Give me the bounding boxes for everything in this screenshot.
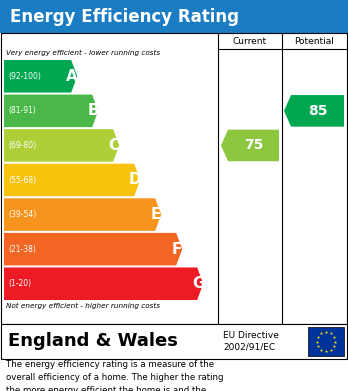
Text: Very energy efficient - lower running costs: Very energy efficient - lower running co… xyxy=(6,50,160,56)
Text: C: C xyxy=(109,138,120,153)
Text: G: G xyxy=(192,276,205,291)
Text: England & Wales: England & Wales xyxy=(8,332,178,350)
Text: The energy efficiency rating is a measure of the
overall efficiency of a home. T: The energy efficiency rating is a measur… xyxy=(6,360,223,391)
Polygon shape xyxy=(4,198,161,231)
Polygon shape xyxy=(221,130,279,161)
Text: A: A xyxy=(66,69,78,84)
Text: D: D xyxy=(129,172,142,188)
Text: Potential: Potential xyxy=(294,36,334,45)
Polygon shape xyxy=(4,95,98,127)
Polygon shape xyxy=(4,60,77,93)
Text: F: F xyxy=(172,242,182,256)
Bar xyxy=(0,0,348,33)
Text: Energy Efficiency Rating: Energy Efficiency Rating xyxy=(10,7,239,25)
Polygon shape xyxy=(4,267,203,300)
Text: (39-54): (39-54) xyxy=(8,210,36,219)
Polygon shape xyxy=(4,164,140,196)
Text: B: B xyxy=(87,103,99,118)
Bar xyxy=(1,33,347,324)
Text: 75: 75 xyxy=(244,138,263,152)
Text: (55-68): (55-68) xyxy=(8,176,36,185)
Text: (1-20): (1-20) xyxy=(8,279,31,288)
Text: (21-38): (21-38) xyxy=(8,245,36,254)
Polygon shape xyxy=(284,95,344,127)
Polygon shape xyxy=(4,233,182,265)
Polygon shape xyxy=(4,129,119,162)
Text: (92-100): (92-100) xyxy=(8,72,41,81)
Text: (81-91): (81-91) xyxy=(8,106,36,115)
Text: E: E xyxy=(151,207,161,222)
Text: (69-80): (69-80) xyxy=(8,141,36,150)
Text: 85: 85 xyxy=(308,104,327,118)
Text: Not energy efficient - higher running costs: Not energy efficient - higher running co… xyxy=(6,303,160,309)
Bar xyxy=(308,327,344,356)
Text: Current: Current xyxy=(233,36,267,45)
Text: EU Directive
2002/91/EC: EU Directive 2002/91/EC xyxy=(223,331,279,352)
Bar xyxy=(1,324,347,359)
